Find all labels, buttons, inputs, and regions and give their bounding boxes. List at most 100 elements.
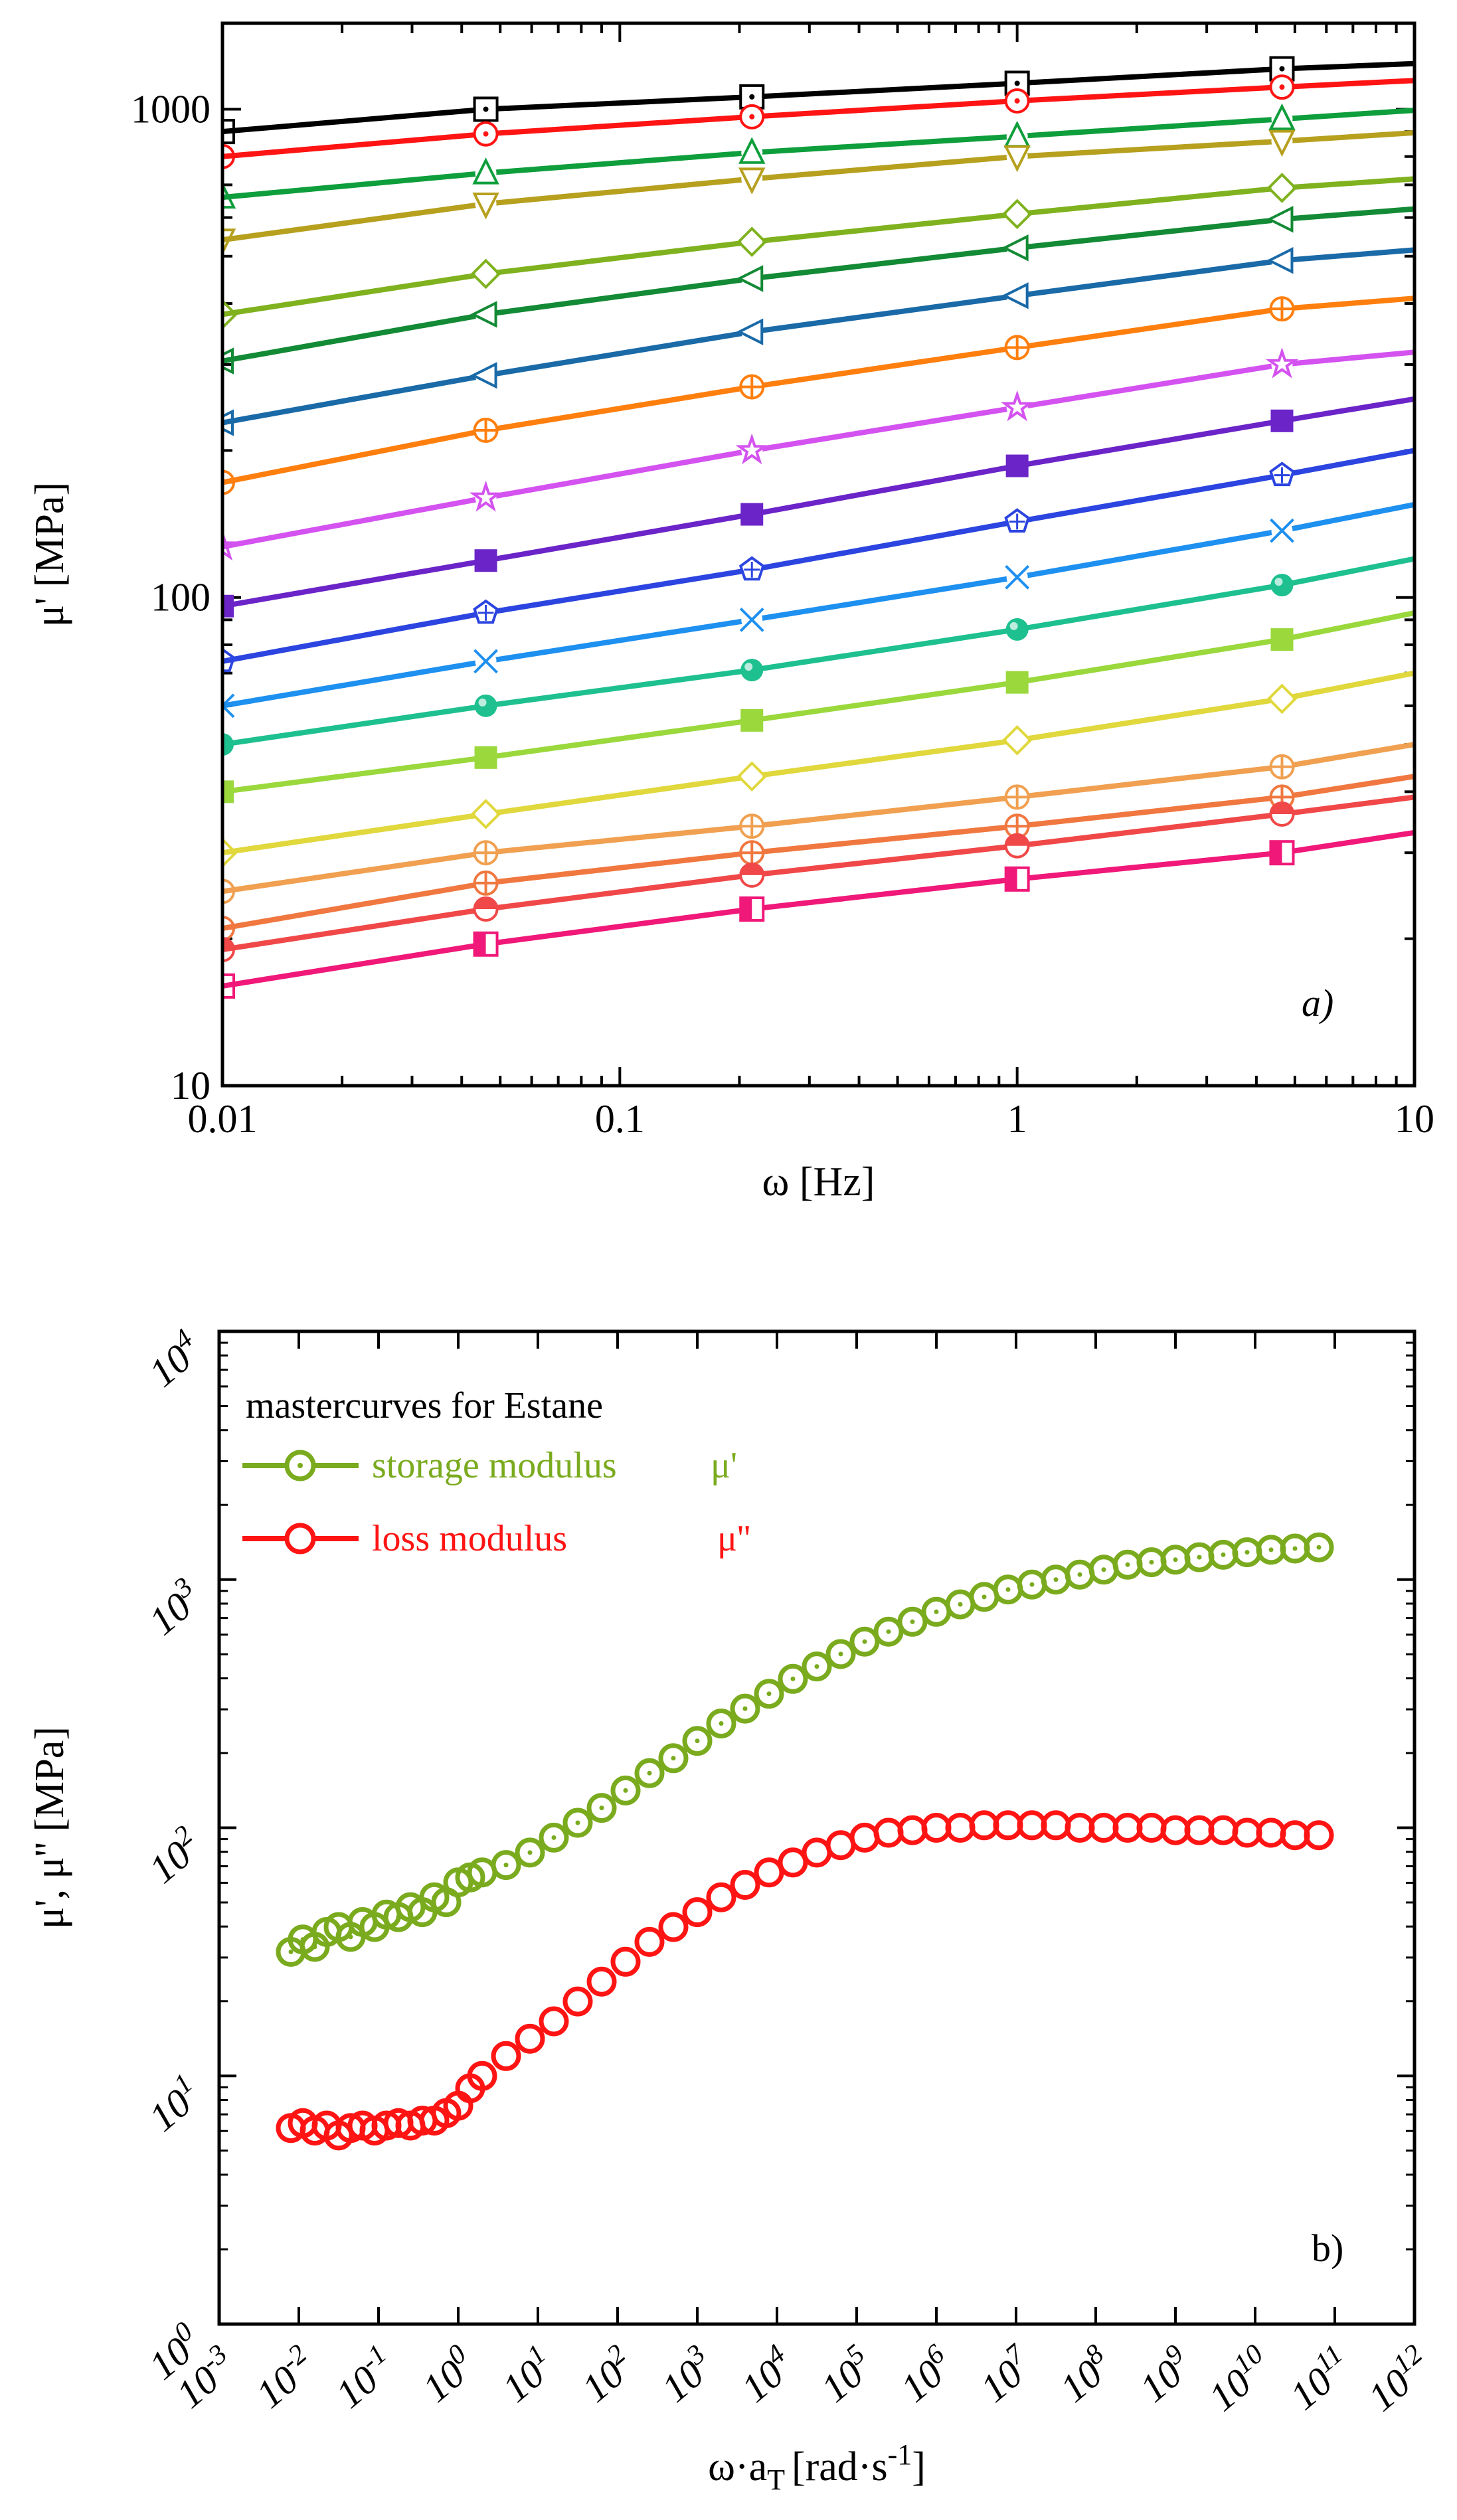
data-point [682,1726,713,1756]
data-point [1005,671,1029,694]
data-point-group [1268,129,1296,157]
data-point-dot [1292,1546,1298,1551]
data-point-group [1005,671,1029,694]
legend: mastercurves for Estane storage modulus μ'… [242,1385,750,1559]
data-point-dot [527,1850,533,1855]
data-point-bg [1271,209,1293,230]
series-line [222,829,1415,989]
data-point [474,694,497,717]
data-point [849,1822,880,1853]
series-line [222,774,1415,932]
data-point-group [1266,173,1298,203]
data-point-dot [1244,1550,1250,1555]
data-point-bg [475,303,497,325]
data-point-center [483,131,489,137]
x-axis-label: ω·aT [rad·s-1] [708,2438,926,2496]
x-tick-label: 10 [1395,1097,1434,1141]
data-point-group [1004,833,1030,859]
data-point-group [473,96,499,122]
data-point [515,1837,545,1868]
data-point [562,1986,593,2017]
data-point-group [1001,724,1033,756]
data-point-group [1004,70,1030,96]
data-point-highlight [744,663,753,671]
plot-frame [217,1329,1416,2326]
data-point [470,480,503,512]
data-point-dot [862,1639,867,1644]
data-point [993,1810,1023,1841]
data-point [873,1616,904,1647]
series-13 [211,556,1415,756]
data-point-group [1270,628,1294,651]
y-tick-label: 102 [137,1820,210,1892]
data-point-group [740,503,764,526]
data-point [706,1709,736,1738]
data-point [736,761,768,792]
data-point [1268,129,1296,157]
data-point-bg [1006,126,1028,147]
data-point-group [474,549,497,572]
data-point-dot [1197,1554,1202,1560]
data-point-group [1005,564,1030,590]
x-tick-label: 0.1 [595,1097,645,1141]
data-point-bg [475,365,497,386]
data-point [1266,683,1298,714]
data-point-highlight [1274,578,1283,586]
legend-symbol: μ'' [717,1518,750,1559]
data-point-bg [475,263,497,285]
data-point-dot [348,1934,353,1940]
panel-b-mastercurves: 10-3 10-2 10-1 100 101 102 103 104 105 106 107 108 1… [27,1323,1428,2496]
x-tick-label: 10-2 [245,2339,325,2416]
series-10 [211,396,1415,618]
data-point [1001,234,1029,262]
data-point [1268,103,1296,131]
data-point [730,1870,760,1900]
data-point-dot [312,1944,317,1950]
data-point-group [473,931,499,957]
data-point-group [1269,74,1295,100]
series-line [222,556,1415,748]
data-point-group [1004,784,1030,810]
data-point-dot [1149,1560,1154,1565]
data-point [1088,1813,1119,1843]
data-point [1001,199,1033,230]
y-axis-label: μ', μ'' [MPa] [27,1726,72,1929]
data-point-fill [1270,802,1294,814]
data-point-highlight [478,698,487,707]
series-line [222,396,1415,609]
data-point-center [749,94,755,100]
data-point [1001,390,1034,422]
data-point [945,1813,976,1843]
data-point [706,1882,736,1912]
data-point-bg [1271,250,1293,272]
data-point [539,2006,569,2037]
data-point-group [474,746,497,769]
x-axis-label-units: [rad·s [792,2444,888,2489]
data-point [739,607,764,632]
series-19 [210,829,1415,999]
data-point [1256,1817,1286,1848]
data-point-bg [741,268,763,290]
data-point-dot [1173,1557,1178,1562]
data-point-bg [741,231,763,253]
data-point [539,1822,569,1853]
x-tick-label: 0.01 [188,1097,258,1141]
series-7 [207,247,1415,436]
data-point [1005,618,1029,641]
y-tick-label: 103 [137,1572,210,1643]
data-point-dot [1005,1587,1011,1592]
y-axis-label: μ' [MPa] [27,482,72,627]
left-margin-mask [0,17,221,1092]
data-point-center [1279,84,1285,90]
data-point [1041,1810,1071,1841]
data-point-group [739,607,764,632]
legend-title: mastercurves for Estane [246,1385,603,1426]
data-point [849,1626,880,1657]
x-tick-label: 107 [969,2338,1043,2410]
data-point [470,258,501,290]
data-point-group [740,659,764,682]
loss-modulus-series [276,1810,1334,2151]
data-point-dot [1221,1552,1226,1557]
data-point-dot [766,1691,772,1697]
data-point-group [470,362,497,389]
